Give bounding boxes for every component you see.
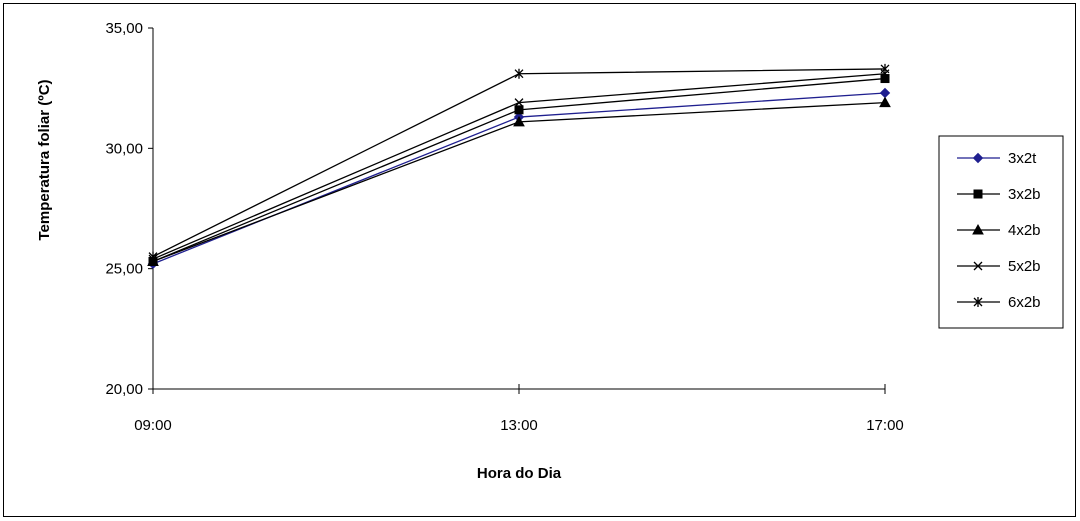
square-marker	[974, 190, 982, 198]
triangle-marker	[880, 98, 890, 107]
x-tick-label: 09:00	[134, 417, 172, 434]
legend-label: 3x2b	[1008, 186, 1041, 203]
x-ticks: 09:00 13:00 17:00	[134, 384, 904, 434]
y-tick-label: 20,00	[105, 381, 143, 398]
series-line	[153, 74, 885, 259]
legend-label: 6x2b	[1008, 294, 1041, 311]
legend: 3x2t 3x2b 4x2b 5x2b 6x2b	[939, 136, 1063, 328]
legend-label: 3x2t	[1008, 150, 1037, 167]
x-tick-label: 13:00	[500, 417, 538, 434]
y-tick-label: 30,00	[105, 140, 143, 157]
y-axis-title: Temperatura foliar (ºC)	[36, 79, 53, 240]
legend-label: 4x2b	[1008, 222, 1041, 239]
series-5x2b	[149, 70, 889, 263]
series-3x2t	[149, 88, 890, 268]
legend-label: 5x2b	[1008, 258, 1041, 275]
square-marker	[515, 106, 523, 114]
series-6x2b	[149, 64, 889, 262]
series-line	[153, 103, 885, 262]
x-tick-label: 17:00	[866, 417, 904, 434]
y-tick-label: 35,00	[105, 20, 143, 37]
series-line	[153, 69, 885, 257]
legend-box	[939, 136, 1063, 328]
series-group	[148, 64, 890, 268]
x-axis-title: Hora do Dia	[477, 465, 562, 482]
series-4x2b	[148, 98, 890, 266]
y-tick-label: 25,00	[105, 261, 143, 278]
y-ticks: 20,00 25,00 30,00 35,00	[105, 20, 153, 398]
diamond-marker	[881, 88, 890, 97]
